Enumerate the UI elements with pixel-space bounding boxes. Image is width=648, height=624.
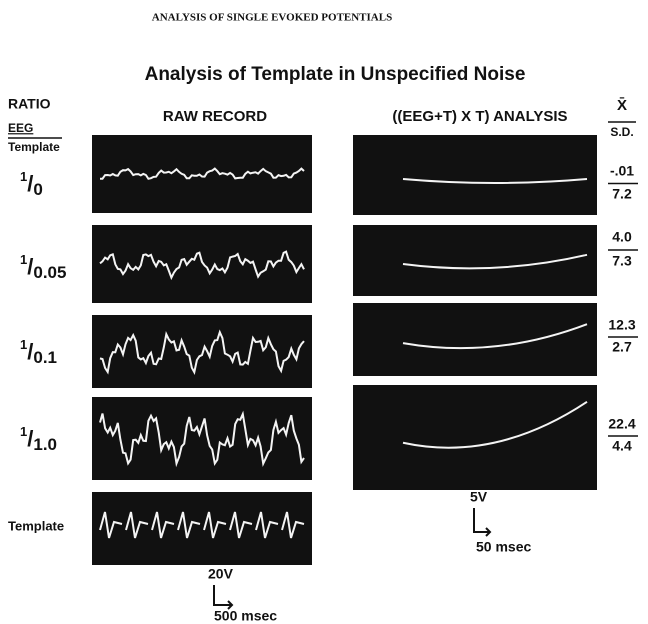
ratio-denominator: Template xyxy=(8,140,60,154)
raw-record-panel xyxy=(92,225,312,303)
stat-mean: 22.4 xyxy=(608,416,635,432)
analysis-panel xyxy=(353,385,597,490)
template-trace xyxy=(99,511,305,539)
ratio-value: 1/1.0 xyxy=(20,424,57,454)
analysis-header: ((EEG+T) X T) ANALYSIS xyxy=(392,108,567,125)
ratio-value: 1/0.05 xyxy=(20,252,66,282)
analysis-panel xyxy=(353,135,597,215)
stat-mean: 12.3 xyxy=(608,317,635,333)
ratio-denominator: 1.0 xyxy=(33,435,57,454)
stat-sd: 7.3 xyxy=(612,253,632,269)
ratio-slash: / xyxy=(27,254,33,279)
ratio-numerator: 1 xyxy=(20,252,27,267)
raw-header: RAW RECORD xyxy=(163,108,267,125)
analysis-time-scale: 50 msec xyxy=(476,539,531,555)
raw-record-panel xyxy=(92,397,312,480)
raw-trace xyxy=(100,167,305,180)
ratio-label: RATIO xyxy=(8,96,51,112)
ratio-slash: / xyxy=(27,339,33,364)
analysis-trace xyxy=(402,178,588,184)
stat-sd: 4.4 xyxy=(612,438,632,454)
raw-record-panel xyxy=(92,135,312,213)
analysis-trace xyxy=(402,323,588,350)
ratio-numerator: 1 xyxy=(20,169,27,184)
ratio-denominator: 0.1 xyxy=(33,348,57,367)
ratio-numerator: 1 xyxy=(20,424,27,439)
ratio-denominator: 0.05 xyxy=(33,263,66,282)
stat-mean: -.01 xyxy=(610,163,634,179)
raw-trace xyxy=(99,329,305,376)
ratio-denominator: 0 xyxy=(33,180,42,199)
raw-record-panel xyxy=(92,315,312,388)
stat-sd: 2.7 xyxy=(612,339,632,355)
raw-time-scale: 500 msec xyxy=(214,608,277,624)
raw-trace xyxy=(99,410,305,468)
analysis-panel xyxy=(353,303,597,376)
raw-trace xyxy=(99,250,305,281)
analysis-trace xyxy=(402,253,588,270)
stat-mean: 4.0 xyxy=(612,229,632,245)
ratio-numerator: EEG xyxy=(8,121,33,135)
analysis-amplitude-scale: 5V xyxy=(470,489,488,505)
analysis-trace xyxy=(402,400,588,449)
raw-amplitude-scale: 20V xyxy=(208,566,234,582)
stat-sd: 7.2 xyxy=(612,186,632,202)
template-panel xyxy=(92,492,312,565)
figure-title: Analysis of Template in Unspecified Nois… xyxy=(145,64,526,85)
ratio-value: 1/0.1 xyxy=(20,337,57,367)
ratio-slash: / xyxy=(27,426,33,451)
stats-mean-header: X̄ xyxy=(617,96,627,114)
raw-scale-bar xyxy=(213,585,234,610)
analysis-scale-bar xyxy=(473,508,492,537)
ratio-numerator: 1 xyxy=(20,337,27,352)
stats-sd-header: S.D. xyxy=(610,125,633,139)
ratio-slash: / xyxy=(27,171,33,196)
ratio-value: 1/0 xyxy=(20,169,43,199)
running-title: ANALYSIS OF SINGLE EVOKED POTENTIALS xyxy=(152,12,392,24)
template-label: Template xyxy=(8,518,64,533)
